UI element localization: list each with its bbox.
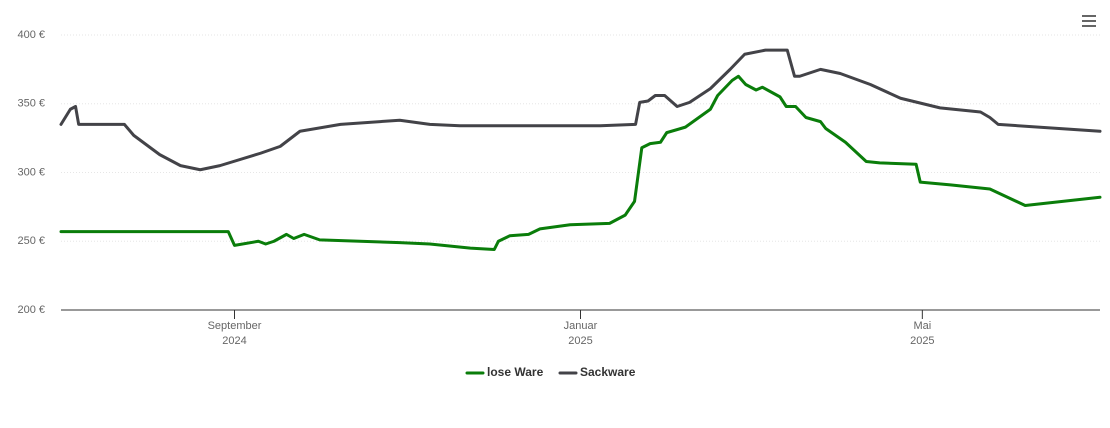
x-tick-label: September: [208, 320, 262, 332]
x-tick-label: 2024: [222, 335, 246, 347]
series-line: [59, 74, 1102, 251]
legend-text: lose Ware: [487, 365, 544, 379]
series-line: [59, 48, 1102, 172]
legend-item[interactable]: Sackware: [558, 365, 636, 379]
legend-text: Sackware: [580, 365, 636, 379]
legend-item[interactable]: lose Ware: [465, 365, 544, 379]
menu-button[interactable]: [1078, 10, 1100, 32]
y-tick-label: 400 €: [17, 29, 45, 41]
x-tick-label: Januar: [564, 320, 598, 332]
y-tick-label: 300 €: [17, 166, 45, 178]
x-tick-label: Mai: [913, 320, 931, 332]
y-tick-label: 250 €: [17, 235, 45, 247]
y-tick-label: 350 €: [17, 98, 45, 110]
x-tick-label: 2025: [910, 335, 934, 347]
y-tick-label: 200 €: [17, 304, 45, 316]
x-tick-label: 2025: [568, 335, 592, 347]
